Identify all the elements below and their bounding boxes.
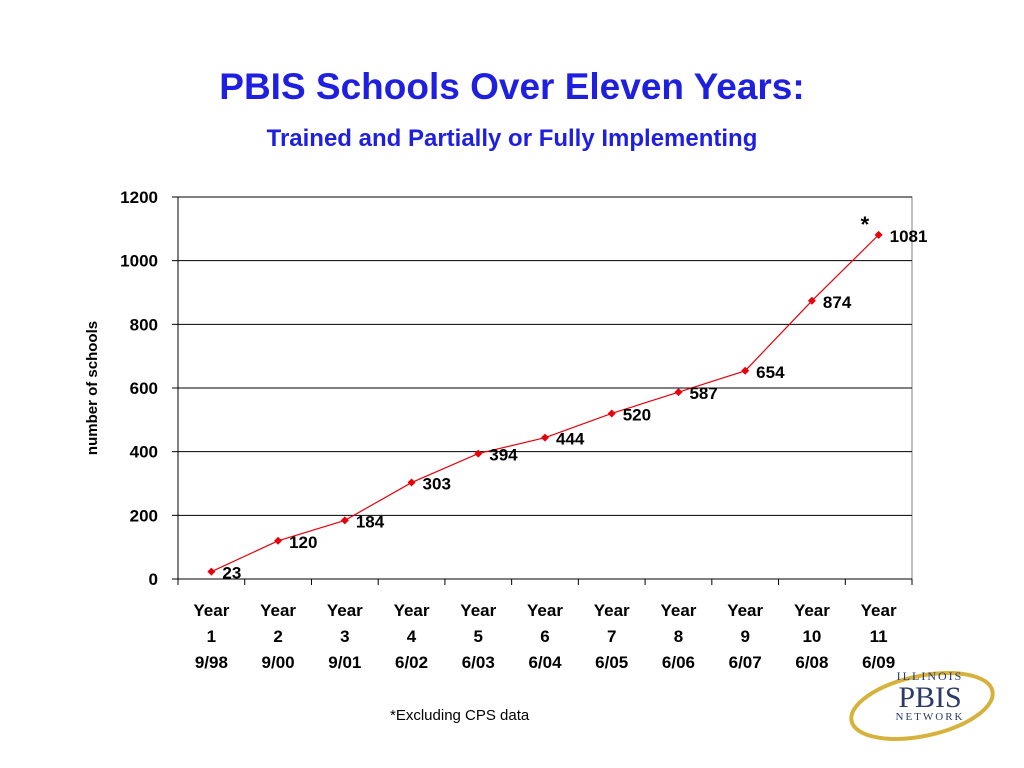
chart-title: PBIS Schools Over Eleven Years: [219, 66, 805, 107]
x-tick-label-line: 6/06 [662, 653, 695, 672]
x-tick-label: Year 4 6/02 [394, 601, 430, 672]
chart-subtitle: Trained and Partially or Fully Implement… [266, 125, 758, 152]
x-tick-label-line: 2 [273, 627, 282, 646]
x-tick-label-line: 5 [474, 627, 483, 646]
data-point [407, 478, 416, 487]
x-tick-label-line: 3 [340, 627, 349, 646]
footnote: *Excluding CPS data [390, 707, 530, 724]
x-tick-label: Year 6 6/04 [527, 601, 563, 672]
x-tick-label-line: 10 [802, 627, 821, 646]
x-tick-label-line: Year [260, 601, 296, 620]
annotation-asterisk: * [861, 212, 870, 237]
x-tick-label: Year 5 6/03 [460, 601, 496, 672]
x-tick-label-line: Year [527, 601, 563, 620]
x-tick-label-line: Year [193, 601, 229, 620]
x-tick-label-line: Year [594, 601, 630, 620]
x-tick-label-line: Year [861, 601, 897, 620]
y-tick-label: 400 [130, 443, 158, 462]
x-tick-label-line: 9/98 [195, 653, 228, 672]
x-tick-label-line: Year [460, 601, 496, 620]
x-tick-label-line: 8 [674, 627, 683, 646]
x-tick-label: Year 10 6/08 [794, 601, 830, 672]
data-label: 444 [556, 430, 585, 449]
x-tick-label-line: 4 [407, 627, 417, 646]
data-label: 520 [623, 405, 651, 424]
x-tick-label-line: 6/02 [395, 653, 428, 672]
y-tick-label: 200 [130, 506, 158, 525]
x-tick-label-line: 9 [740, 627, 749, 646]
y-tick-label: 600 [130, 379, 158, 398]
logo-line1: ILLINOIS [897, 669, 964, 683]
x-tick-label-line: Year [394, 601, 430, 620]
data-label: 120 [289, 533, 317, 552]
x-tick-label-line: 9/00 [262, 653, 295, 672]
data-point [474, 449, 483, 458]
data-point [874, 230, 883, 239]
x-tick-label-line: 6/07 [729, 653, 762, 672]
data-label: 23 [222, 564, 241, 583]
x-tick-label-line: 11 [870, 627, 888, 646]
data-point [741, 366, 750, 375]
x-tick-label-line: 9/01 [328, 653, 361, 672]
data-point [340, 516, 349, 525]
y-tick-label: 0 [149, 570, 158, 589]
x-tick-label: Year 3 9/01 [327, 601, 363, 672]
x-tick-label-line: 7 [607, 627, 616, 646]
data-label: 654 [756, 363, 785, 382]
data-label: 1081 [890, 227, 928, 246]
x-tick-label-line: 6/09 [862, 653, 895, 672]
x-tick-label-line: Year [794, 601, 830, 620]
x-tick-label-line: Year [727, 601, 763, 620]
data-point [207, 567, 216, 576]
x-tick-label-line: 6/03 [462, 653, 495, 672]
y-tick-label: 800 [130, 315, 158, 334]
data-point [274, 536, 283, 545]
x-tick-label-line: 6 [540, 627, 549, 646]
logo-line2: PBIS [898, 681, 961, 714]
x-tick-label-line: 6/08 [795, 653, 828, 672]
x-tick-label: Year 8 6/06 [660, 601, 696, 672]
y-axis-label: number of schools [84, 321, 101, 455]
y-tick-label: 1200 [120, 188, 158, 207]
x-tick-label-line: 1 [207, 627, 216, 646]
x-tick-label: Year 2 9/00 [260, 601, 296, 672]
data-point [607, 409, 616, 418]
illinois-pbis-network-logo: ILLINOIS PBIS NETWORK [849, 669, 995, 741]
x-tick-label: Year 11 6/09 [861, 601, 897, 672]
data-label: 394 [489, 446, 518, 465]
x-tick-label-line: 6/05 [595, 653, 628, 672]
x-tick-label-line: Year [327, 601, 363, 620]
y-tick-label: 1000 [120, 252, 158, 271]
series-line [211, 234, 880, 573]
data-label: 184 [356, 512, 385, 531]
data-label: 874 [823, 293, 852, 312]
logo-line3: NETWORK [896, 711, 965, 723]
data-point [807, 296, 816, 305]
data-label: 587 [689, 384, 717, 403]
x-tick-label: Year 1 9/98 [193, 601, 229, 672]
data-point [674, 388, 683, 397]
x-tick-label: Year 9 6/07 [727, 601, 763, 672]
x-tick-label-line: Year [660, 601, 696, 620]
x-tick-label-line: 6/04 [528, 653, 562, 672]
x-tick-label: Year 7 6/05 [594, 601, 630, 672]
data-label: 303 [423, 475, 451, 494]
data-point [541, 433, 549, 442]
